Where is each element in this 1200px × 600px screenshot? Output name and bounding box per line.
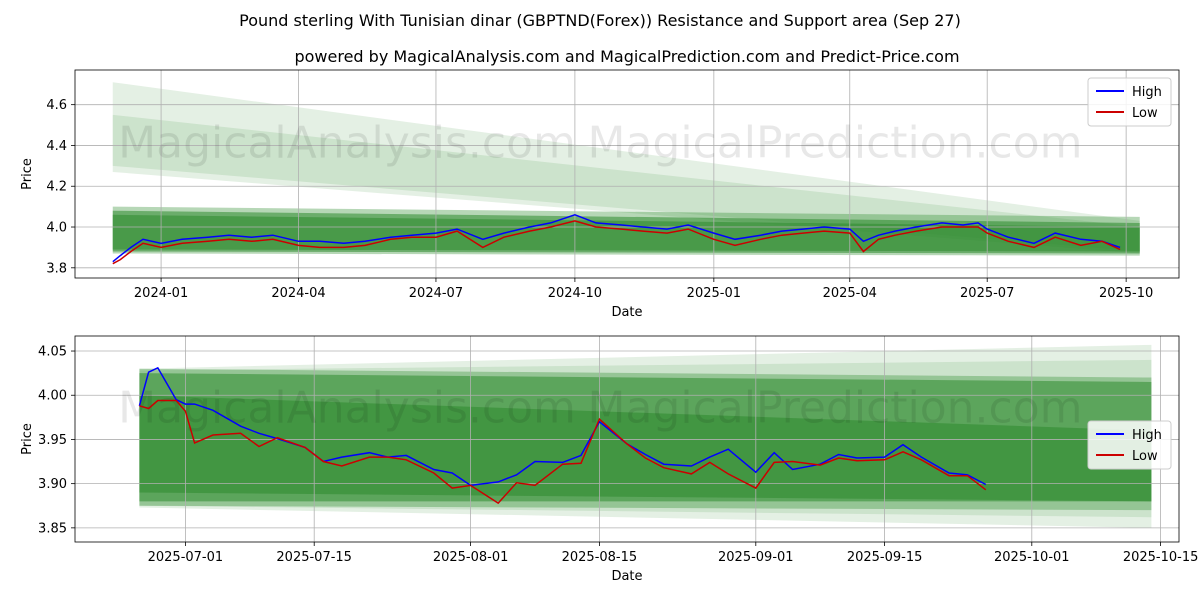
y-axis-label: Price: [20, 158, 35, 190]
legend-label-high: High: [1132, 85, 1162, 100]
series-low-line: [112, 220, 1121, 265]
y-axis-label: Price: [20, 423, 35, 455]
series-low-line: [139, 399, 987, 505]
watermark-text: MagicalPrediction.com: [588, 117, 1083, 168]
legend: High Low: [1087, 77, 1172, 127]
y-tick-label: 3.85: [38, 521, 67, 536]
y-tick-label: 4.6: [46, 98, 67, 113]
axes-frame: [74, 335, 1180, 543]
y-tick-label: 4.05: [38, 345, 67, 360]
legend-label-low: Low: [1132, 106, 1158, 121]
x-tick-label: 2025-09-01: [718, 550, 794, 565]
watermark-text: MagicalAnalysis.com: [118, 117, 576, 168]
prediction-band: [112, 114, 1140, 252]
x-tick-label: 2025-10-15: [1123, 550, 1199, 565]
watermark-text: MagicalAnalysis.com: [118, 383, 576, 434]
bottom-chart-panel: MagicalAnalysis.com MagicalPrediction.com…: [20, 335, 1199, 584]
legend: High Low: [1087, 420, 1172, 470]
series-high-line: [138, 366, 987, 487]
legend-label-low: Low: [1132, 449, 1158, 464]
x-tick-label: 2024-10: [548, 286, 602, 301]
y-tick-label: 4.4: [46, 139, 67, 154]
plot-area: MagicalAnalysis.com MagicalPrediction.com: [75, 70, 1179, 278]
chart-title: Pound sterling With Tunisian dinar (GBPT…: [239, 11, 961, 30]
x-tick-label: 2025-04: [823, 286, 877, 301]
x-tick-label: 2025-01: [687, 286, 741, 301]
x-tick-label: 2025-07: [960, 286, 1014, 301]
x-tick-label: 2024-01: [134, 286, 188, 301]
x-tick-label: 2025-07-15: [276, 550, 352, 565]
series-high-line: [112, 214, 1121, 263]
x-tick-label: 2024-04: [271, 286, 325, 301]
x-tick-label: 2025-09-15: [847, 550, 923, 565]
y-tick-label: 4.00: [38, 389, 67, 404]
x-tick-label: 2025-08-15: [562, 550, 638, 565]
x-tick-label: 2025-08-01: [433, 550, 509, 565]
x-tick-label: 2025-10: [1099, 286, 1153, 301]
prediction-band: [112, 214, 1140, 252]
prediction-band: [112, 82, 1140, 254]
y-tick-label: 3.90: [38, 477, 67, 492]
y-tick-label: 4.2: [46, 180, 67, 195]
x-axis-label: Date: [611, 305, 642, 320]
x-tick-label: 2024-07: [409, 286, 463, 301]
plot-area: MagicalAnalysis.com MagicalPrediction.com: [75, 336, 1179, 542]
watermark-text: MagicalPrediction.com: [588, 383, 1083, 434]
x-tick-label: 2025-07-01: [148, 550, 224, 565]
legend-label-high: High: [1132, 428, 1162, 443]
chart-subtitle: powered by MagicalAnalysis.com and Magic…: [294, 47, 959, 66]
prediction-band: [139, 395, 1152, 502]
y-tick-label: 3.95: [38, 433, 67, 448]
axes-frame: [74, 69, 1180, 279]
x-axis-label: Date: [611, 569, 642, 584]
y-tick-label: 4.0: [46, 221, 67, 236]
x-tick-label: 2025-10-01: [994, 550, 1070, 565]
top-chart-panel: MagicalAnalysis.com MagicalPrediction.com…: [20, 69, 1180, 320]
y-tick-label: 3.8: [46, 261, 67, 276]
